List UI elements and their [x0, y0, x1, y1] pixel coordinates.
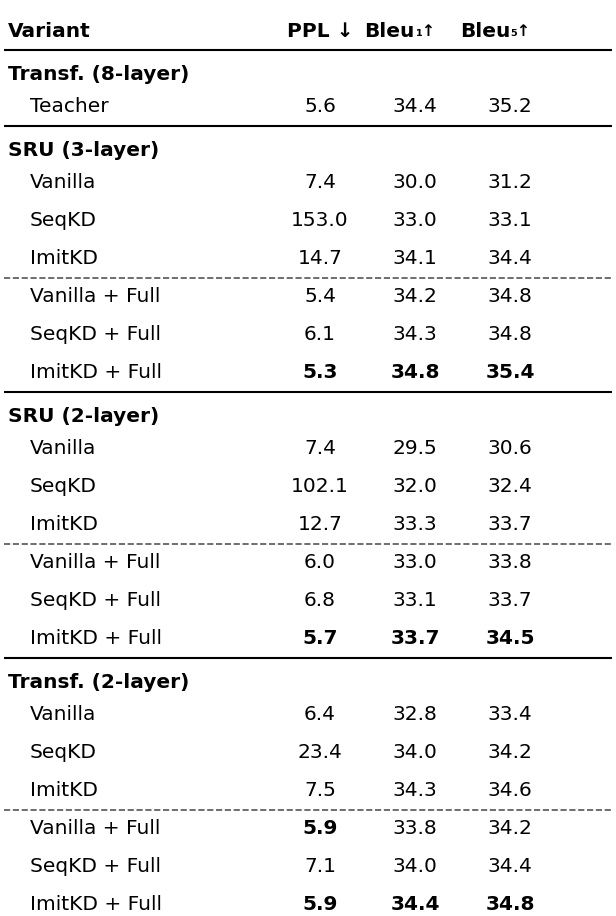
Text: 35.2: 35.2 — [488, 97, 532, 116]
Text: ImitKD + Full: ImitKD + Full — [30, 896, 162, 914]
Text: ImitKD: ImitKD — [30, 781, 98, 801]
Text: 6.1: 6.1 — [304, 325, 336, 344]
Text: 5.4: 5.4 — [304, 288, 336, 307]
Text: Teacher: Teacher — [30, 97, 108, 116]
Text: 33.8: 33.8 — [392, 820, 437, 838]
Text: 34.5: 34.5 — [485, 629, 535, 649]
Text: 34.2: 34.2 — [487, 744, 532, 762]
Text: 102.1: 102.1 — [291, 477, 349, 496]
Text: 34.4: 34.4 — [392, 97, 437, 116]
Text: ImitKD + Full: ImitKD + Full — [30, 629, 162, 649]
Text: SeqKD + Full: SeqKD + Full — [30, 857, 161, 877]
Text: 33.3: 33.3 — [392, 516, 437, 535]
Text: 5.9: 5.9 — [302, 896, 338, 914]
Text: 23.4: 23.4 — [298, 744, 342, 762]
Text: 5.3: 5.3 — [302, 364, 338, 383]
Text: 33.1: 33.1 — [392, 592, 437, 610]
Text: Vanilla: Vanilla — [30, 705, 96, 725]
Text: 34.2: 34.2 — [392, 288, 437, 307]
Text: SeqKD + Full: SeqKD + Full — [30, 592, 161, 610]
Text: SeqKD: SeqKD — [30, 212, 97, 231]
Text: 153.0: 153.0 — [291, 212, 349, 231]
Text: 30.6: 30.6 — [488, 440, 532, 459]
Text: Bleu: Bleu — [365, 22, 415, 40]
Text: Transf. (2-layer): Transf. (2-layer) — [8, 673, 189, 692]
Text: 33.7: 33.7 — [391, 629, 440, 649]
Text: 33.7: 33.7 — [488, 592, 532, 610]
Text: 34.8: 34.8 — [487, 288, 532, 307]
Text: Vanilla: Vanilla — [30, 173, 96, 192]
Text: 35.4: 35.4 — [485, 364, 535, 383]
Text: ₁↑: ₁↑ — [415, 24, 435, 38]
Text: 34.0: 34.0 — [392, 744, 437, 762]
Text: 33.7: 33.7 — [488, 516, 532, 535]
Text: 32.4: 32.4 — [487, 477, 532, 496]
Text: 34.0: 34.0 — [392, 857, 437, 877]
Text: 34.1: 34.1 — [392, 249, 437, 268]
Text: Vanilla + Full: Vanilla + Full — [30, 553, 160, 572]
Text: 6.4: 6.4 — [304, 705, 336, 725]
Text: 34.4: 34.4 — [487, 249, 532, 268]
Text: 34.8: 34.8 — [391, 364, 440, 383]
Text: ImitKD: ImitKD — [30, 249, 98, 268]
Text: 33.0: 33.0 — [392, 553, 437, 572]
Text: SRU (3-layer): SRU (3-layer) — [8, 141, 160, 159]
Text: 32.8: 32.8 — [392, 705, 437, 725]
Text: 34.8: 34.8 — [485, 896, 535, 914]
Text: SeqKD: SeqKD — [30, 477, 97, 496]
Text: 5.7: 5.7 — [302, 629, 338, 649]
Text: Vanilla + Full: Vanilla + Full — [30, 288, 160, 307]
Text: 34.3: 34.3 — [392, 781, 437, 801]
Text: ₅↑: ₅↑ — [510, 24, 530, 38]
Text: 34.4: 34.4 — [487, 857, 532, 877]
Text: 33.1: 33.1 — [488, 212, 532, 231]
Text: 7.5: 7.5 — [304, 781, 336, 801]
Text: 12.7: 12.7 — [298, 516, 342, 535]
Text: 32.0: 32.0 — [392, 477, 437, 496]
Text: 6.8: 6.8 — [304, 592, 336, 610]
Text: PPL ↓: PPL ↓ — [287, 22, 353, 40]
Text: Bleu: Bleu — [460, 22, 510, 40]
Text: Variant: Variant — [8, 22, 91, 40]
Text: 29.5: 29.5 — [392, 440, 437, 459]
Text: 33.0: 33.0 — [392, 212, 437, 231]
Text: 5.9: 5.9 — [302, 820, 338, 838]
Text: 34.8: 34.8 — [487, 325, 532, 344]
Text: 14.7: 14.7 — [298, 249, 342, 268]
Text: SeqKD + Full: SeqKD + Full — [30, 325, 161, 344]
Text: Transf. (8-layer): Transf. (8-layer) — [8, 65, 189, 84]
Text: 5.6: 5.6 — [304, 97, 336, 116]
Text: 34.2: 34.2 — [487, 820, 532, 838]
Text: 7.4: 7.4 — [304, 173, 336, 192]
Text: ImitKD: ImitKD — [30, 516, 98, 535]
Text: 34.6: 34.6 — [488, 781, 532, 801]
Text: 34.3: 34.3 — [392, 325, 437, 344]
Text: 7.1: 7.1 — [304, 857, 336, 877]
Text: SeqKD: SeqKD — [30, 744, 97, 762]
Text: 33.4: 33.4 — [488, 705, 532, 725]
Text: Vanilla + Full: Vanilla + Full — [30, 820, 160, 838]
Text: 7.4: 7.4 — [304, 440, 336, 459]
Text: Vanilla: Vanilla — [30, 440, 96, 459]
Text: 6.0: 6.0 — [304, 553, 336, 572]
Text: ImitKD + Full: ImitKD + Full — [30, 364, 162, 383]
Text: 33.8: 33.8 — [488, 553, 532, 572]
Text: 31.2: 31.2 — [487, 173, 532, 192]
Text: 30.0: 30.0 — [392, 173, 437, 192]
Text: SRU (2-layer): SRU (2-layer) — [8, 407, 160, 426]
Text: 34.4: 34.4 — [391, 896, 440, 914]
